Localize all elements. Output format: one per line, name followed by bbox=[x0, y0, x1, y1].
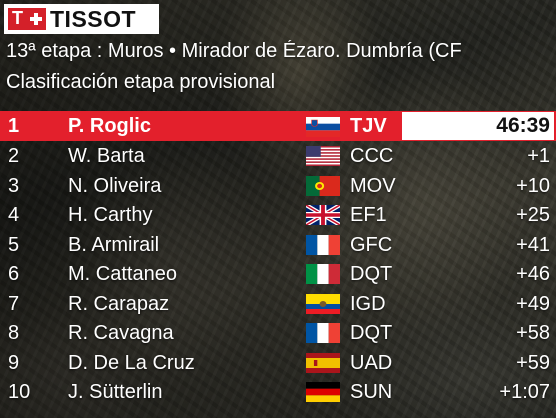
rider-position: 6 bbox=[8, 263, 20, 285]
results-table: 1 P. Roglic TJV 46:39 2 W. Barta CCC +1 … bbox=[0, 111, 556, 407]
rider-position: 10 bbox=[8, 381, 31, 403]
tissot-mark-letter: T bbox=[12, 8, 23, 28]
results-row-leader: 1 P. Roglic TJV 46:39 bbox=[0, 111, 556, 141]
time-gap: +58 bbox=[516, 322, 550, 344]
rider-position: 1 bbox=[8, 115, 20, 137]
time-gap: +10 bbox=[516, 174, 550, 197]
swiss-cross-icon bbox=[30, 13, 42, 25]
team-code: TJV bbox=[350, 115, 387, 137]
rider-name: J. Sütterlin bbox=[68, 381, 163, 403]
slovenia-flag-icon bbox=[306, 117, 340, 137]
rider-name: P. Roglic bbox=[68, 115, 151, 137]
rider-name: W. Barta bbox=[68, 145, 145, 167]
results-row: 9 D. De La Cruz UAD +59 bbox=[0, 348, 556, 378]
results-row: 10 J. Sütterlin SUN +1:07 bbox=[0, 377, 556, 407]
team-code: IGD bbox=[350, 292, 386, 315]
time-gap: +49 bbox=[516, 292, 550, 315]
rider-name: D. De La Cruz bbox=[68, 351, 195, 374]
usa-flag-icon bbox=[306, 146, 340, 166]
tissot-wordmark: TISSOT bbox=[50, 5, 137, 32]
classification-subtitle: Clasificación etapa provisional bbox=[6, 71, 276, 93]
tissot-logo: T TISSOT bbox=[4, 4, 159, 34]
rider-name: N. Oliveira bbox=[68, 174, 162, 197]
team-code: SUN bbox=[350, 381, 393, 403]
ecuador-flag-icon bbox=[306, 293, 340, 314]
rider-position: 8 bbox=[8, 322, 20, 344]
results-row: 7 R. Carapaz IGD +49 bbox=[0, 289, 556, 319]
rider-name: M. Cattaneo bbox=[68, 263, 177, 285]
rider-position: 9 bbox=[8, 351, 20, 374]
team-code: EF1 bbox=[350, 204, 387, 226]
spain-flag-icon bbox=[306, 352, 340, 373]
results-row: 2 W. Barta CCC +1 bbox=[0, 141, 556, 171]
uk-flag-icon bbox=[306, 205, 340, 225]
rider-name: B. Armirail bbox=[68, 233, 160, 256]
time-gap: +1:07 bbox=[499, 381, 550, 403]
uk-flag-icon bbox=[306, 205, 340, 225]
time-gap: +41 bbox=[516, 233, 550, 256]
time-gap: +59 bbox=[516, 351, 550, 374]
rider-position: 4 bbox=[8, 204, 20, 226]
rider-position: 3 bbox=[8, 174, 20, 197]
portugal-flag-icon bbox=[306, 175, 340, 196]
rider-name: R. Carapaz bbox=[68, 292, 170, 315]
ecuador-flag-icon bbox=[306, 293, 340, 314]
rider-position: 5 bbox=[8, 233, 20, 256]
time-gap: +25 bbox=[516, 204, 550, 226]
tissot-mark-icon: T bbox=[8, 8, 46, 30]
rider-position: 7 bbox=[8, 292, 20, 315]
portugal-flag-icon bbox=[306, 175, 340, 196]
france-flag-icon bbox=[306, 234, 340, 255]
italy-flag-icon bbox=[306, 264, 340, 284]
time-gap: +46 bbox=[516, 263, 550, 285]
results-row: 8 R. Cavagna DQT +58 bbox=[0, 318, 556, 348]
france-flag-icon bbox=[306, 323, 340, 343]
results-row: 4 H. Carthy EF1 +25 bbox=[0, 200, 556, 230]
team-code: DQT bbox=[350, 263, 393, 285]
usa-flag-icon bbox=[306, 146, 340, 166]
team-code: MOV bbox=[350, 174, 396, 197]
results-row: 3 N. Oliveira MOV +10 bbox=[0, 171, 556, 201]
stage-title: 13ª etapa : Muros • Mirador de Ézaro. Du… bbox=[6, 40, 462, 62]
stage-time: 46:39 bbox=[496, 114, 550, 137]
results-row: 6 M. Cattaneo DQT +46 bbox=[0, 259, 556, 289]
france-flag-icon bbox=[306, 323, 340, 343]
team-code: CCC bbox=[350, 145, 394, 167]
germany-flag-icon bbox=[306, 382, 340, 402]
rider-name: H. Carthy bbox=[68, 204, 153, 226]
italy-flag-icon bbox=[306, 264, 340, 284]
results-row: 5 B. Armirail GFC +41 bbox=[0, 230, 556, 260]
team-code: DQT bbox=[350, 322, 393, 344]
france-flag-icon bbox=[306, 234, 340, 255]
team-code: GFC bbox=[350, 233, 393, 256]
slovenia-flag-icon bbox=[306, 117, 340, 137]
rider-name: R. Cavagna bbox=[68, 322, 174, 344]
time-box bbox=[402, 112, 554, 140]
rider-position: 2 bbox=[8, 145, 20, 167]
spain-flag-icon bbox=[306, 352, 340, 373]
time-gap: +1 bbox=[527, 145, 550, 167]
germany-flag-icon bbox=[306, 382, 340, 402]
team-code: UAD bbox=[350, 351, 393, 374]
